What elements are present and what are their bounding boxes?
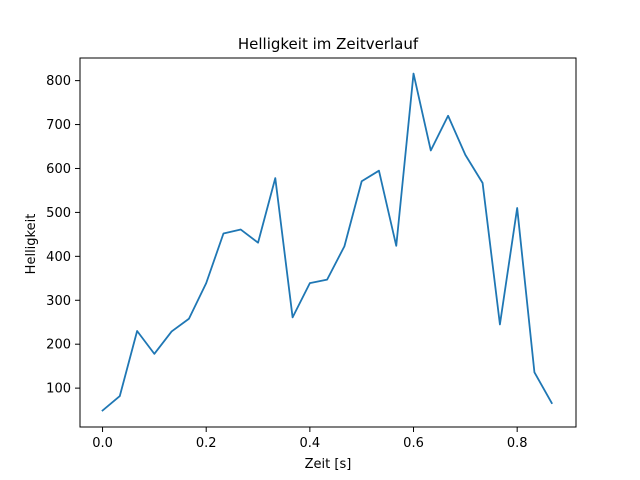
data-point <box>101 409 104 412</box>
y-axis-ticks: 100 200 300 400 500 600 700 800 <box>46 74 80 397</box>
data-point <box>395 245 397 247</box>
data-point <box>222 232 225 235</box>
x-tick-label: 0.2 <box>196 436 217 451</box>
data-point <box>551 402 553 404</box>
data-point <box>136 330 138 332</box>
y-tick-label: 100 <box>46 382 71 397</box>
data-point <box>153 353 155 355</box>
axes-frame <box>79 57 577 428</box>
data-point <box>205 282 207 284</box>
data-point <box>361 180 363 182</box>
x-tick-label: 0.4 <box>300 436 321 451</box>
data-point <box>412 72 415 75</box>
data-point <box>516 207 518 209</box>
data-point <box>482 182 484 184</box>
x-axis-label: Zeit [s] <box>305 457 352 472</box>
x-tick-label: 0.6 <box>403 436 424 451</box>
plot-area <box>101 72 553 412</box>
data-point <box>378 170 380 172</box>
y-tick-label: 800 <box>46 74 71 89</box>
data-point <box>171 330 173 333</box>
y-tick-label: 200 <box>46 338 71 353</box>
data-point <box>430 149 432 152</box>
data-point <box>257 242 259 244</box>
data-point <box>119 395 121 397</box>
data-point <box>464 154 466 156</box>
y-axis-label: Helligkeit <box>24 214 39 275</box>
y-tick-label: 600 <box>46 162 71 177</box>
data-point <box>292 316 294 318</box>
data-point <box>309 282 311 284</box>
x-tick-label: 0.8 <box>507 436 528 451</box>
data-point <box>499 323 501 326</box>
y-tick-label: 300 <box>46 294 71 309</box>
y-tick-label: 400 <box>46 250 71 265</box>
data-point <box>447 115 449 117</box>
y-tick-label: 500 <box>46 206 71 221</box>
data-point <box>240 228 242 231</box>
y-tick-label: 700 <box>46 118 71 133</box>
data-point <box>533 371 536 373</box>
data-point <box>188 318 190 320</box>
data-point <box>326 279 328 281</box>
chart-title: Helligkeit im Zeitverlauf <box>238 35 419 53</box>
data-point <box>274 177 276 179</box>
x-tick-label: 0.0 <box>92 436 113 451</box>
data-point <box>343 245 346 247</box>
x-axis-ticks: 0.0 0.2 0.4 0.6 0.8 <box>92 427 528 451</box>
